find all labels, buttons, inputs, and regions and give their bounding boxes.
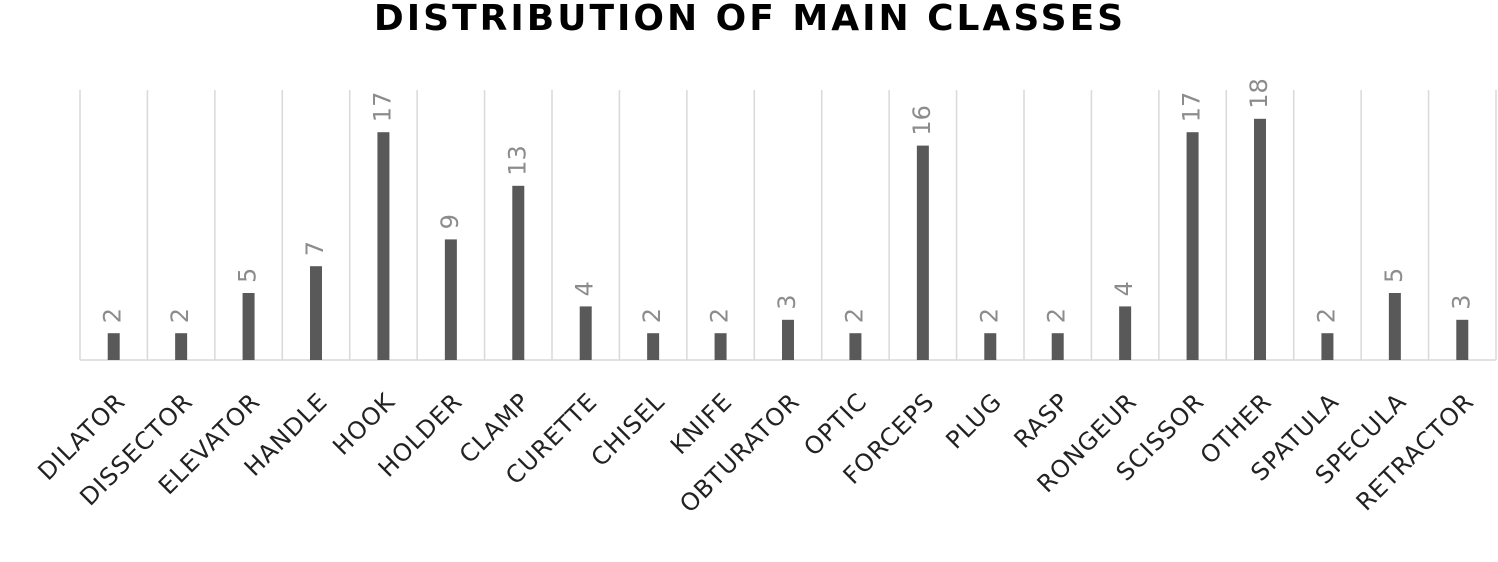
- bar: [714, 333, 727, 360]
- x-tick-label: RETRACTOR: [1351, 387, 1480, 516]
- data-label: 9: [436, 214, 464, 229]
- bar: [242, 293, 255, 360]
- bar: [984, 333, 997, 360]
- bar: [1119, 306, 1132, 360]
- bar: [175, 333, 188, 360]
- bar: [1456, 319, 1469, 360]
- bar: [1321, 333, 1334, 360]
- bar: [512, 185, 525, 360]
- data-label: 4: [571, 281, 599, 296]
- bar: [1051, 333, 1064, 360]
- bar: [1388, 293, 1401, 360]
- data-label: 2: [1312, 308, 1340, 323]
- data-label: 4: [1110, 281, 1138, 296]
- data-label: 13: [503, 145, 531, 176]
- data-label: 17: [368, 92, 396, 123]
- data-label: 7: [301, 241, 329, 256]
- data-label: 2: [166, 308, 194, 323]
- chart-title: DISTRIBUTION OF MAIN CLASSES: [374, 0, 1126, 39]
- bar: [377, 132, 390, 360]
- bar: [782, 319, 794, 360]
- data-label: 2: [975, 308, 1003, 323]
- bar: [107, 333, 120, 360]
- bar: [444, 239, 457, 360]
- bar: [916, 145, 929, 360]
- bar: [1186, 132, 1199, 360]
- bar: [647, 333, 660, 360]
- data-label: 2: [840, 308, 868, 323]
- data-label: 17: [1178, 92, 1206, 123]
- data-label: 2: [706, 308, 734, 323]
- data-label: 2: [1043, 308, 1071, 323]
- bar: [310, 266, 322, 360]
- x-tick-label: OBTURATOR: [674, 387, 805, 518]
- data-label: 16: [908, 105, 936, 136]
- data-label: 3: [773, 295, 801, 310]
- bar: [579, 306, 592, 360]
- x-tick-label: CHISEL: [586, 387, 671, 472]
- bar: [1254, 118, 1266, 360]
- data-label: 3: [1447, 295, 1475, 310]
- data-label: 5: [234, 268, 262, 283]
- x-tick-label: PLUG: [940, 387, 1007, 454]
- data-label: 2: [638, 308, 666, 323]
- bar: [849, 333, 862, 360]
- data-label: 18: [1245, 78, 1273, 109]
- data-label: 5: [1380, 268, 1408, 283]
- data-label: 2: [99, 308, 127, 323]
